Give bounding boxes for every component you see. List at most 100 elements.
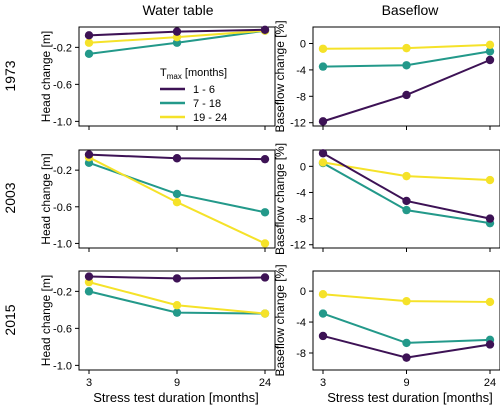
row-title-1973: 1973: [2, 60, 18, 91]
y-axis-label: Head change [m]: [39, 153, 53, 244]
data-point: [260, 309, 270, 318]
x-tick-label: 9: [174, 377, 180, 389]
y-axis-label: Head change [m]: [39, 31, 53, 122]
col-title-baseflow: Baseflow: [382, 2, 440, 18]
data-point: [260, 208, 270, 217]
data-point: [260, 239, 270, 248]
y-tick-label: -1.0: [53, 116, 72, 128]
data-point: [402, 338, 411, 348]
legend-entry-19-24: 19 - 24: [160, 112, 227, 124]
data-point: [260, 273, 270, 282]
data-point: [318, 62, 328, 71]
data-point: [402, 90, 411, 100]
y-tick-label: -4: [296, 65, 306, 77]
data-point: [172, 198, 182, 207]
panel-frame: [78, 270, 276, 371]
legend-entry-7-18: 7 - 18: [160, 98, 221, 110]
data-point: [485, 297, 495, 307]
data-point: [318, 158, 328, 167]
y-tick-label: -1.0: [53, 238, 72, 250]
data-point: [318, 309, 328, 318]
y-tick-label: -0.2: [53, 165, 72, 177]
y-tick-label: -12: [290, 118, 306, 130]
data-point: [84, 49, 94, 59]
legend-label: 1 - 6: [193, 84, 215, 96]
y-tick-label: -0.6: [53, 79, 72, 91]
y-tick-label: -0.2: [53, 42, 72, 54]
y-tick-label: -4: [296, 187, 306, 199]
data-point: [485, 214, 495, 223]
data-point: [485, 47, 495, 56]
legend: Tmax [months] 1 - 6 7 - 18 19 - 24: [160, 67, 227, 124]
data-point: [84, 287, 94, 296]
data-point: [402, 171, 411, 181]
y-tick-label: -0.6: [53, 202, 72, 214]
y-axis-label: Baseflow change [%]: [273, 264, 287, 376]
data-point: [260, 154, 270, 164]
data-point: [318, 44, 328, 53]
legend-entries: 1 - 6 7 - 18 19 - 24: [160, 84, 227, 124]
series-line-7-18: [322, 312, 491, 344]
y-tick-label: 0: [300, 286, 306, 298]
y-tick-label: 0: [300, 39, 306, 51]
y-tick-label: -1.0: [53, 360, 72, 372]
y-tick-label: -12: [290, 240, 306, 252]
data-point: [172, 154, 182, 163]
data-point: [318, 331, 328, 341]
col-title-water-table: Water table: [142, 2, 213, 18]
x-axis-label-right: Stress test duration [months]: [327, 390, 492, 405]
y-tick-label: 0: [300, 161, 306, 173]
legend-title: Tmax [months]: [160, 67, 227, 81]
y-tick-label: -8: [296, 348, 306, 360]
data-point: [84, 272, 94, 281]
y-tick-label: -8: [296, 91, 306, 103]
panel-2015-water-table: -0.2 -0.6 -1.0 3 9 24 Head change [m]: [39, 270, 276, 389]
data-point: [172, 189, 182, 199]
y-axis-label: Baseflow change [%]: [273, 143, 287, 255]
panel-2015-baseflow: 0 -4 -8 3 9 24 Baseflow change [%]: [273, 264, 500, 389]
row-title-2003: 2003: [2, 182, 18, 213]
data-point: [485, 340, 495, 349]
data-point: [485, 40, 495, 50]
x-axis-label-left: Stress test duration [months]: [93, 390, 258, 405]
y-tick-label: -0.6: [53, 323, 72, 335]
data-point: [402, 196, 411, 206]
y-tick-label: -8: [296, 214, 306, 226]
x-tick-label: 24: [259, 377, 271, 389]
x-tick-label: 9: [403, 377, 409, 389]
data-point: [485, 55, 495, 65]
data-point: [260, 25, 270, 34]
legend-label: 19 - 24: [193, 112, 227, 124]
y-tick-label: -0.2: [53, 286, 72, 298]
data-point: [172, 301, 182, 310]
data-point: [84, 38, 94, 47]
data-point: [172, 274, 182, 283]
panel-frame: [312, 26, 500, 127]
data-point: [485, 175, 495, 185]
data-point: [172, 27, 182, 36]
legend-entry-1-6: 1 - 6: [160, 84, 215, 96]
data-point: [402, 61, 411, 70]
data-point: [402, 353, 411, 362]
data-point: [318, 290, 328, 299]
legend-label: 7 - 18: [193, 98, 221, 110]
data-point: [84, 150, 94, 159]
x-tick-label: 24: [484, 377, 496, 389]
data-point: [402, 296, 411, 306]
data-point: [84, 31, 94, 40]
data-point: [172, 308, 182, 317]
row-title-2015: 2015: [2, 304, 18, 335]
x-tick-label: 3: [320, 377, 326, 389]
y-axis-label: Head change [m]: [39, 275, 53, 366]
data-point: [318, 117, 328, 126]
data-point: [402, 43, 411, 53]
y-tick-label: -4: [296, 317, 306, 329]
y-axis-label: Baseflow change [%]: [273, 20, 287, 132]
data-point: [402, 205, 411, 215]
